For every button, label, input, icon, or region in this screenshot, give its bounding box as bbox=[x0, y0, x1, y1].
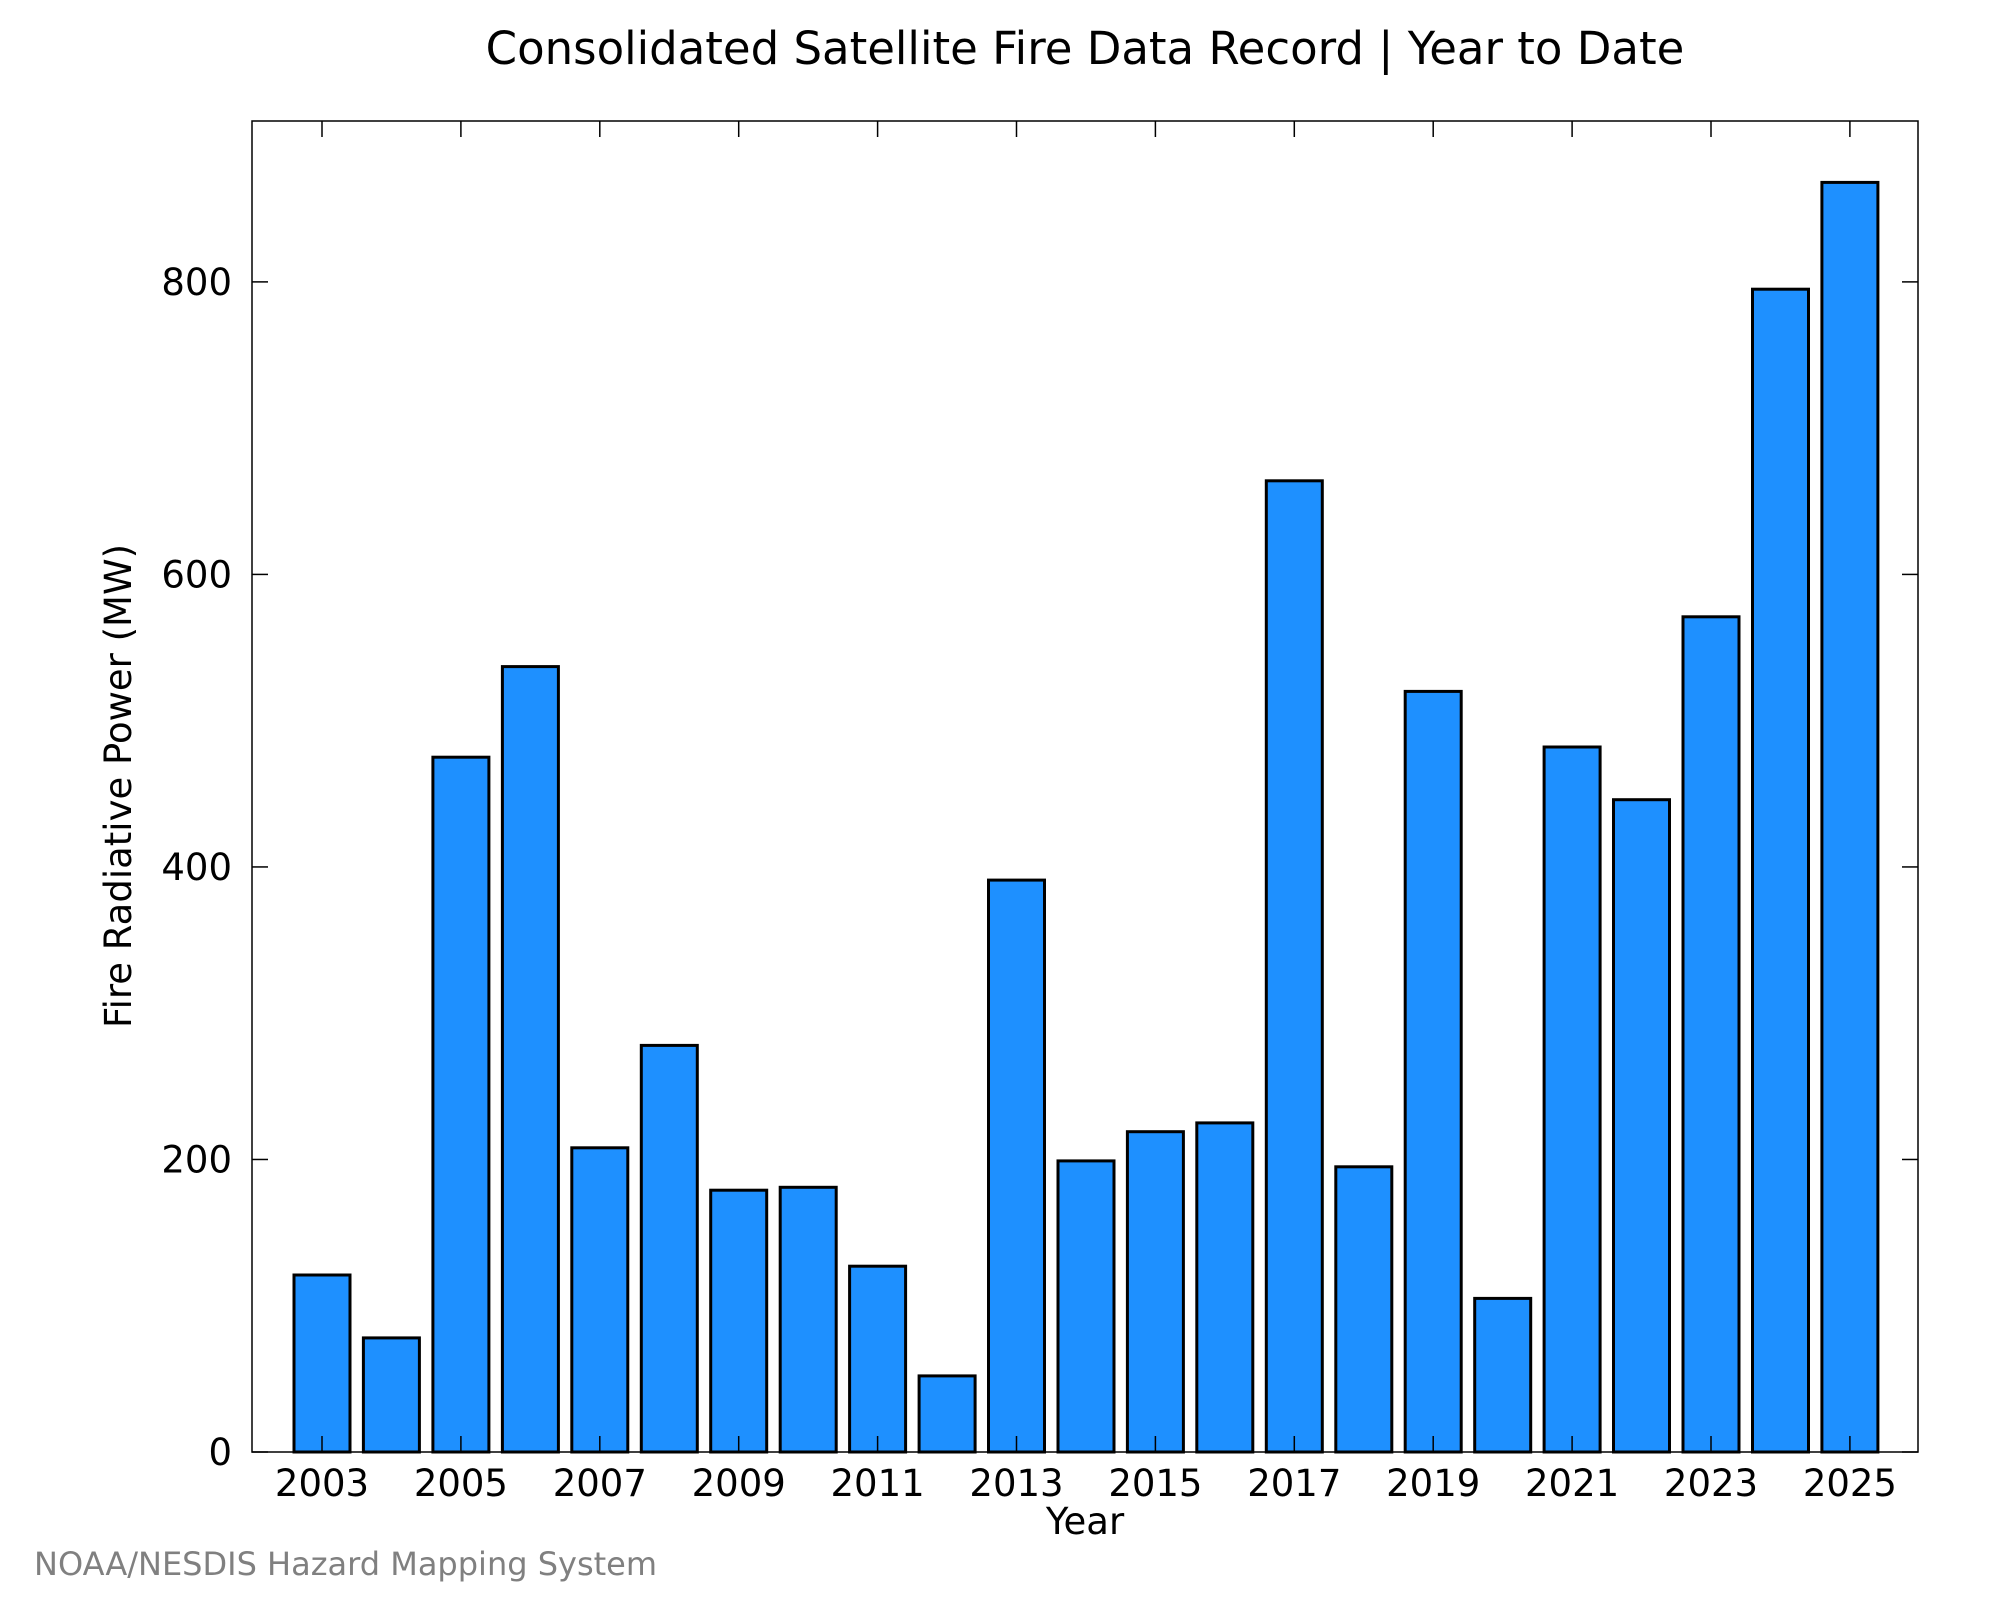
x-tick-labels: 2003 2005 2007 2009 2011 2013 2015 2017 2019 2021… bbox=[275, 1462, 1897, 1505]
bar-2015 bbox=[1125, 1130, 1185, 1454]
bar-2016 bbox=[1195, 1121, 1255, 1454]
bar-2021 bbox=[1542, 745, 1602, 1454]
bar-2023 bbox=[1681, 615, 1741, 1454]
bar-2007 bbox=[570, 1146, 630, 1454]
x-tick-label-2005: 2005 bbox=[414, 1462, 508, 1505]
y-tick-labels: 0 200 400 600 800 bbox=[161, 261, 232, 1474]
x-tick-label-2003: 2003 bbox=[275, 1462, 369, 1505]
x-tick-label-2025: 2025 bbox=[1803, 1462, 1897, 1505]
bar-2003 bbox=[292, 1273, 352, 1454]
y-tick-label-400: 400 bbox=[161, 846, 232, 889]
bar-2010 bbox=[778, 1185, 838, 1454]
chart-title: Consolidated Satellite Fire Data Record … bbox=[486, 22, 1685, 75]
y-tick-label-600: 600 bbox=[161, 553, 232, 596]
bar-2005 bbox=[431, 755, 491, 1454]
x-axis-label: Year bbox=[1045, 1500, 1125, 1543]
bars-group bbox=[292, 180, 1880, 1454]
credit-text: NOAA/NESDIS Hazard Mapping System bbox=[34, 1545, 657, 1583]
ticks-group bbox=[252, 121, 1918, 1453]
x-tick-label-2009: 2009 bbox=[692, 1462, 786, 1505]
y-tick-label-200: 200 bbox=[161, 1138, 232, 1181]
bar-2004 bbox=[361, 1336, 421, 1454]
y-tick-label-800: 800 bbox=[161, 261, 232, 304]
x-tick-label-2023: 2023 bbox=[1664, 1462, 1758, 1505]
bar-2020 bbox=[1473, 1296, 1533, 1454]
x-tick-label-2011: 2011 bbox=[831, 1462, 925, 1505]
x-tick-label-2019: 2019 bbox=[1386, 1462, 1480, 1505]
x-tick-label-2015: 2015 bbox=[1108, 1462, 1202, 1505]
bar-2009 bbox=[709, 1188, 769, 1454]
bar-2011 bbox=[848, 1264, 908, 1454]
bar-2025 bbox=[1820, 180, 1880, 1454]
x-tick-label-2007: 2007 bbox=[553, 1462, 647, 1505]
y-axis-label: Fire Radiative Power (MW) bbox=[97, 544, 140, 1028]
x-tick-label-2017: 2017 bbox=[1247, 1462, 1341, 1505]
y-tick-label-0: 0 bbox=[208, 1431, 232, 1474]
bar-2013 bbox=[987, 878, 1046, 1454]
bar-2024 bbox=[1751, 287, 1810, 1454]
bar-2018 bbox=[1334, 1165, 1394, 1454]
bar-2019 bbox=[1403, 689, 1463, 1454]
bar-2008 bbox=[639, 1043, 699, 1454]
bar-2022 bbox=[1612, 798, 1671, 1454]
bar-2006 bbox=[500, 665, 560, 1454]
x-tick-label-2021: 2021 bbox=[1525, 1462, 1619, 1505]
x-tick-label-2013: 2013 bbox=[969, 1462, 1063, 1505]
bar-2014 bbox=[1056, 1159, 1116, 1454]
bar-2012 bbox=[917, 1374, 977, 1454]
bar-2017 bbox=[1264, 479, 1324, 1454]
